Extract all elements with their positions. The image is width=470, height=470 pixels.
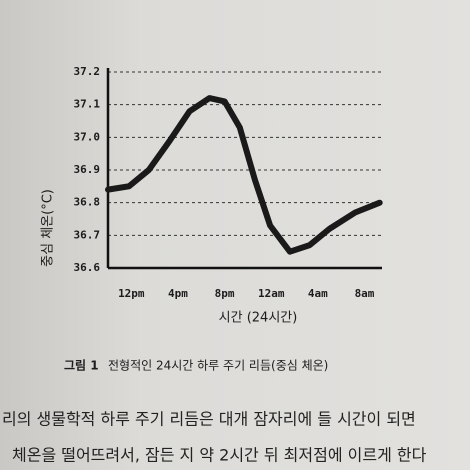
line [105,95,383,255]
x-tick-label: 4am [308,287,328,300]
caption: 전형적인 24시간 하루 주기 리듬(중심 체온) [108,359,328,373]
x-tick-label: 12pm [118,287,145,300]
body-line: 리의 생물학적 하루 주기 리듬은 대개 잠자리에 들 시간이 되면 [2,410,416,429]
y-tick-label: 36.7 [74,228,101,241]
x-tick-label: 4pm [168,287,188,300]
x-tick-label: 12am [258,287,285,300]
y-tick-label: 37.0 [74,130,101,143]
x-tick-label: 8am [355,287,375,300]
y-tick-label: 37.1 [74,98,101,111]
y-axis-label: 중심 체온(°C) [41,189,56,267]
y-tick-label: 36.9 [74,163,101,176]
body-line: 체온을 떨어뜨려서, 잠든 지 약 2시간 뒤 최저점에 이르게 한다 [12,446,427,465]
x-axis-label: 시간 (24시간) [219,311,298,326]
y-tick-label: 36.8 [74,196,101,209]
y-tick-label: 37.2 [74,65,101,78]
y-tick-label: 36.6 [74,261,101,274]
caption-label: 그림 1 [64,359,99,373]
x-tick-label: 8pm [215,287,235,300]
